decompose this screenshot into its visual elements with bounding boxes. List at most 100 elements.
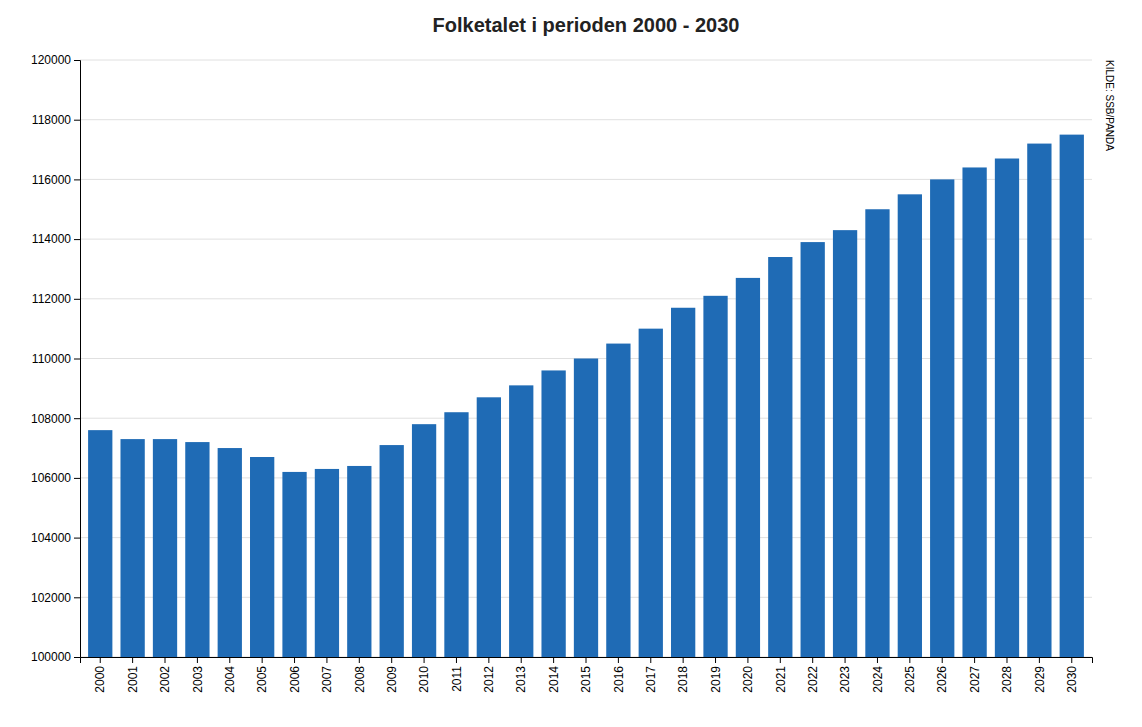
x-tick-label: 2005: [255, 666, 269, 693]
y-tick-mark: [74, 657, 80, 658]
bar: [671, 308, 695, 657]
bar: [477, 397, 501, 657]
bar: [833, 230, 857, 657]
y-tick: 108000: [31, 412, 80, 426]
grid: [80, 60, 1092, 657]
x-tick: 2014: [547, 657, 561, 693]
x-tick-mark: [1071, 657, 1072, 663]
bar: [703, 296, 727, 657]
x-tick-label: 2022: [806, 666, 820, 693]
x-tick-mark: [715, 657, 716, 663]
y-tick: 106000: [31, 471, 80, 485]
y-tick-label: 116000: [32, 173, 71, 187]
x-tick: 2007: [320, 657, 334, 693]
x-tick: 2004: [223, 657, 237, 693]
x-tick-label: 2013: [514, 666, 528, 693]
x-tick-mark: [391, 657, 392, 663]
bar: [1027, 144, 1051, 657]
x-tick: 2029: [1033, 657, 1047, 693]
y-tick-mark: [74, 538, 80, 539]
x-tick-mark: [650, 657, 651, 663]
y-tick: 120000: [31, 53, 80, 67]
bar: [639, 329, 663, 657]
x-tick-label: 2003: [191, 666, 205, 693]
x-tick-mark: [974, 657, 975, 663]
x-tick-mark: [683, 657, 684, 663]
bars: [88, 135, 1084, 657]
x-tick-label: 2024: [871, 666, 885, 693]
x-tick: 2015: [579, 657, 593, 693]
y-tick-label: 110000: [32, 352, 71, 366]
bar: [768, 257, 792, 657]
y-tick-mark: [74, 418, 80, 419]
bar: [412, 424, 436, 657]
bar: [930, 179, 954, 657]
bar: [380, 445, 404, 657]
x-tick-label: 2000: [93, 666, 107, 693]
y-tick: 102000: [31, 591, 80, 605]
bar: [444, 412, 468, 657]
title: Folketalet i perioden 2000 - 2030: [433, 14, 740, 36]
y-tick: 100000: [31, 650, 80, 664]
x-tick-mark: [618, 657, 619, 663]
bar: [865, 209, 889, 657]
bar: [541, 370, 565, 657]
y-tick-mark: [74, 597, 80, 598]
x-tick-mark: [294, 657, 295, 663]
x-tick: 2030: [1065, 657, 1079, 693]
plot-area: 1000001020001040001060001080001100001120…: [31, 53, 1093, 692]
x-tick-label: 2016: [612, 666, 626, 693]
x-tick: 2017: [644, 657, 658, 693]
bar: [898, 194, 922, 657]
x-tick-label: 2001: [126, 666, 140, 693]
x-tick-mark: [1006, 657, 1007, 663]
x-tick-mark: [326, 657, 327, 663]
y-tick-label: 104000: [31, 531, 71, 545]
x-axis-line: [81, 658, 1093, 664]
x-axis: 2000 2001 2002 2003 2004 2005 2006 2007 2008 2009…: [81, 657, 1093, 693]
x-tick: 2003: [191, 657, 205, 693]
x-tick: 2009: [385, 657, 399, 693]
y-tick-mark: [74, 299, 80, 300]
grid-line: [80, 119, 1092, 120]
x-tick: 2008: [353, 657, 367, 693]
y-tick-mark: [74, 120, 80, 121]
x-tick-label: 2030: [1065, 666, 1079, 693]
x-tick: 2023: [838, 657, 852, 693]
bar: [606, 344, 630, 657]
x-tick-label: 2020: [741, 666, 755, 693]
y-tick: 104000: [31, 531, 80, 545]
y-tick-label: 108000: [31, 412, 71, 426]
x-tick-label: 2026: [935, 666, 949, 693]
x-tick-label: 2015: [579, 666, 593, 693]
bar: [120, 439, 144, 657]
x-tick-label: 2023: [838, 666, 852, 693]
x-tick: 2012: [482, 657, 496, 693]
y-tick-label: 120000: [31, 53, 71, 67]
x-tick-label: 2017: [644, 666, 658, 693]
grid-line: [80, 60, 1092, 61]
bar: [736, 278, 760, 657]
x-tick-mark: [747, 657, 748, 663]
x-tick: 2016: [612, 657, 626, 693]
y-tick-label: 114000: [32, 232, 71, 246]
x-tick-label: 2006: [288, 666, 302, 693]
y-tick-mark: [74, 359, 80, 360]
x-tick: 2020: [741, 657, 755, 693]
x-tick-mark: [424, 657, 425, 663]
x-tick: 2011: [450, 657, 464, 692]
x-tick-label: 2018: [676, 666, 690, 693]
x-tick-mark: [456, 657, 457, 663]
x-tick: 2027: [968, 657, 982, 693]
x-tick-label: 2027: [968, 666, 982, 693]
y-tick-mark: [74, 239, 80, 240]
x-tick-label: 2002: [158, 666, 172, 693]
bar: [250, 457, 274, 657]
x-tick-mark: [132, 657, 133, 663]
bar: [185, 442, 209, 657]
y-axis: 1000001020001040001060001080001100001120…: [31, 53, 81, 664]
y-tick-label: 102000: [31, 591, 71, 605]
x-tick: 2000: [93, 657, 107, 693]
x-tick-label: 2021: [774, 666, 788, 693]
x-tick-label: 2011: [450, 666, 464, 692]
